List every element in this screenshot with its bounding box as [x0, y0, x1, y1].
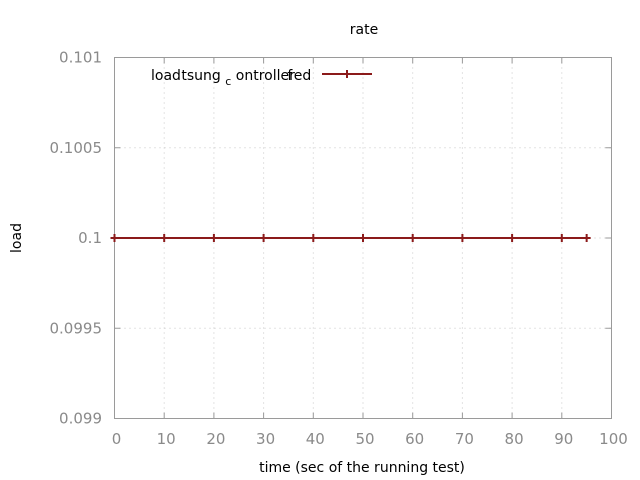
data-point [309, 234, 318, 242]
x-tick-label: 60 [405, 430, 424, 448]
data-point [557, 234, 566, 242]
x-tick-label: 70 [455, 430, 474, 448]
data-point [259, 234, 268, 242]
x-tick-label: 80 [505, 430, 524, 448]
x-tick-label: 10 [157, 430, 176, 448]
x-axis-title: time (sec of the running test) [259, 460, 465, 476]
y-tick-labels: 0.099 0.0995 0.1 0.1005 0.101 [50, 49, 103, 428]
legend-label-part: tsung [181, 68, 220, 84]
data-series [110, 234, 591, 242]
legend-label-part: ed [294, 68, 312, 84]
data-point [110, 234, 119, 242]
y-tick-label: 0.1 [78, 229, 102, 247]
y-axis-title: load [9, 223, 25, 253]
legend-label-part: ontroller [236, 68, 295, 84]
x-tick-label: 90 [554, 430, 573, 448]
legend-label: load tsung c ontroller f ed [151, 68, 311, 89]
data-point [508, 234, 517, 242]
x-tick-label: 0 [112, 430, 122, 448]
legend-label-part: c [225, 75, 231, 88]
y-tick-label: 0.099 [59, 410, 102, 428]
y-tick-label: 0.1005 [50, 139, 103, 157]
y-tick-label: 0.0995 [50, 319, 103, 337]
data-point [209, 234, 218, 242]
legend-label-part: f [287, 68, 293, 84]
x-tick-label: 40 [306, 430, 325, 448]
data-point [458, 234, 467, 242]
legend: load tsung c ontroller f ed [151, 68, 372, 89]
chart-title: rate [350, 22, 378, 38]
data-point [359, 234, 367, 242]
x-tick-labels: 0 10 20 30 40 50 60 70 80 90 100 [112, 430, 628, 448]
x-tick-label: 100 [599, 430, 628, 448]
legend-label-part: load [151, 68, 181, 84]
x-tick-label: 20 [206, 430, 225, 448]
data-point [408, 234, 417, 242]
x-tick-label: 30 [256, 430, 275, 448]
axis-ticks [114, 57, 612, 419]
y-tick-label: 0.101 [59, 49, 102, 67]
data-point [582, 234, 591, 242]
data-point [160, 234, 169, 242]
x-tick-label: 50 [355, 430, 374, 448]
legend-marker [343, 70, 351, 78]
